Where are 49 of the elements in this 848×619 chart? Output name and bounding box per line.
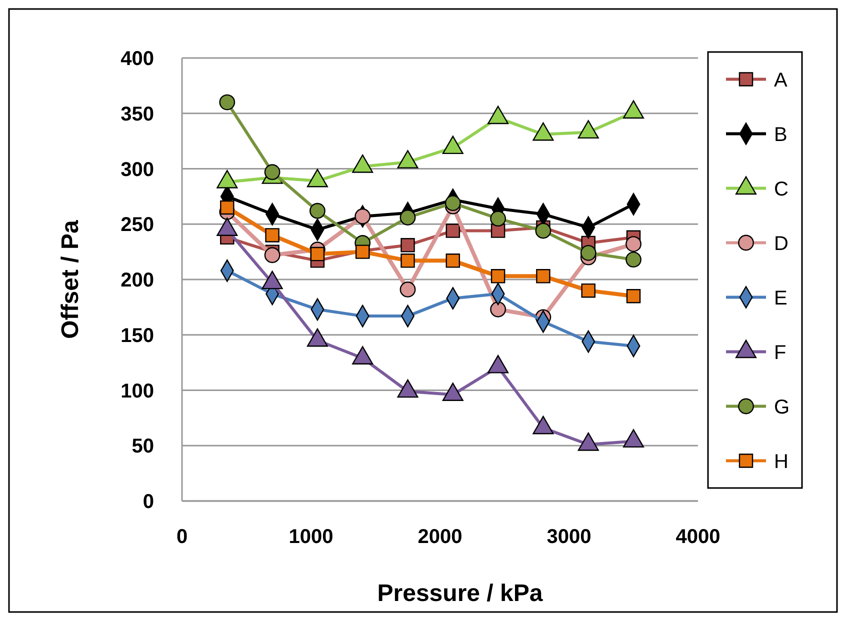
point	[309, 202, 326, 219]
y-tick-label: 250	[120, 214, 154, 236]
x-tick-label: 4000	[676, 526, 720, 548]
point	[626, 236, 642, 252]
y-tick-label: 150	[120, 324, 154, 347]
point	[446, 224, 460, 238]
point	[580, 244, 596, 261]
point	[535, 222, 552, 239]
x-tick-label: 3000	[546, 526, 592, 548]
point	[626, 288, 641, 304]
legend-label: G	[774, 396, 790, 418]
x-tick-label: 0	[176, 526, 188, 548]
point	[536, 269, 550, 284]
legend-label: A	[774, 69, 788, 92]
y-tick-label: 400	[120, 48, 154, 70]
legend-label: F	[774, 342, 786, 364]
y-axis-title: Offset / Pa	[57, 220, 84, 339]
point	[626, 252, 642, 268]
y-tick-label: 0	[142, 491, 154, 513]
point	[490, 210, 506, 227]
point	[220, 200, 234, 215]
legend-label: H	[774, 450, 788, 473]
y-tick-label: 350	[120, 103, 154, 126]
legend-label: C	[774, 178, 788, 200]
point	[490, 269, 506, 284]
legend-label: D	[774, 232, 788, 255]
legend-label: B	[774, 124, 788, 146]
y-tick-label: 200	[120, 270, 154, 292]
point	[446, 254, 460, 268]
x-tick-label: 2000	[418, 526, 462, 548]
point	[490, 301, 506, 318]
point	[400, 282, 416, 298]
point	[265, 228, 280, 242]
y-tick-label: 100	[120, 380, 154, 402]
legend-label: E	[774, 287, 788, 310]
point	[264, 247, 280, 264]
point	[310, 246, 325, 262]
x-axis-title: Pressure / kPa	[377, 580, 544, 607]
point	[264, 164, 280, 180]
x-tick-label: 1000	[288, 526, 334, 548]
point	[219, 94, 236, 110]
point	[581, 283, 596, 298]
point	[400, 210, 416, 226]
point	[400, 254, 415, 268]
point	[400, 238, 415, 252]
y-tick-label: 300	[120, 158, 154, 181]
point	[444, 195, 461, 212]
y-tick-label: 50	[132, 436, 154, 458]
point	[354, 208, 371, 224]
